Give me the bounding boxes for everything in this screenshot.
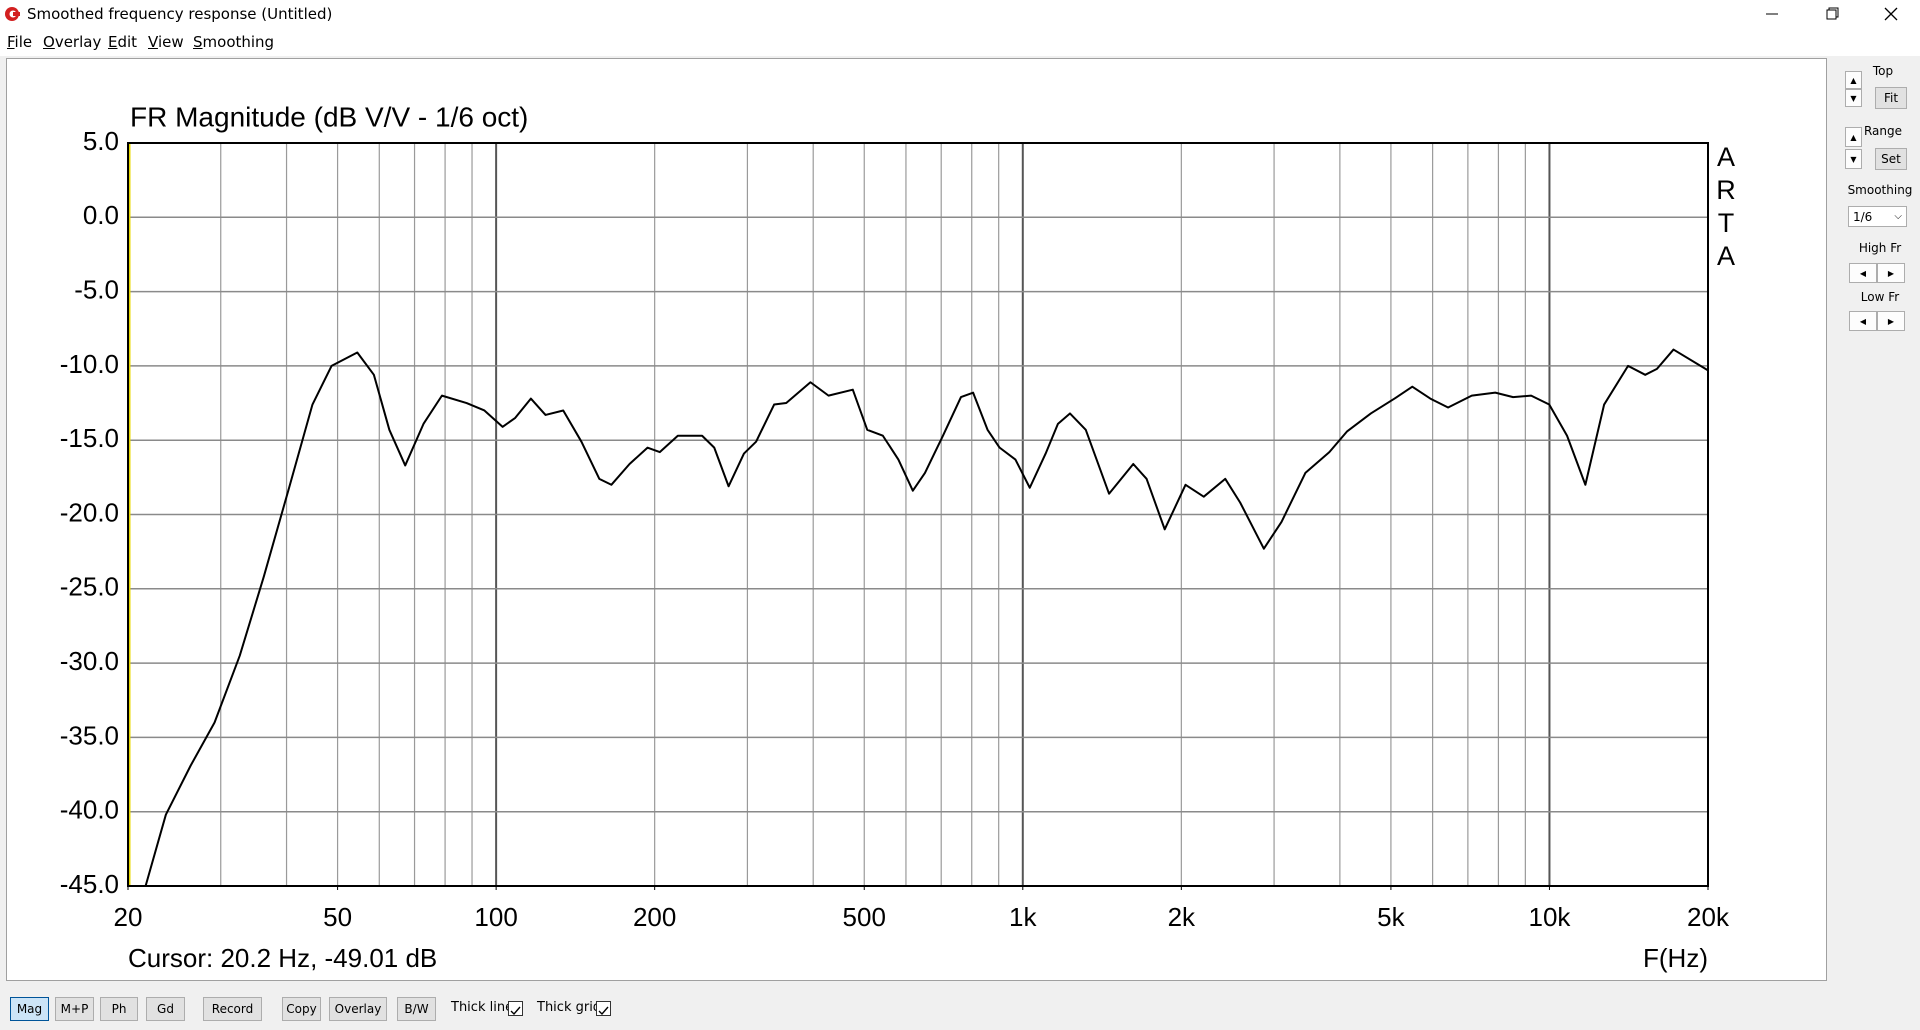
- title-bar: Smoothed frequency response (Untitled): [0, 0, 1920, 28]
- toolbar-button[interactable]: Gd: [146, 997, 185, 1021]
- arrow-left[interactable]: ◀: [1849, 311, 1877, 331]
- toolbar-button[interactable]: B/W: [397, 997, 436, 1021]
- toolbar-button[interactable]: Copy: [282, 997, 321, 1021]
- x-tick-label: 10k: [1528, 902, 1571, 932]
- label: Smoothing: [1847, 183, 1913, 197]
- chart: FR Magnitude (dB V/V - 1/6 oct) Cursor: …: [60, 101, 1730, 973]
- x-tick-label: 1k: [1009, 902, 1037, 932]
- toolbar-button[interactable]: Record: [203, 997, 262, 1021]
- label: Top: [1872, 64, 1894, 78]
- cursor-readout: Cursor: 20.2 Hz, -49.01 dB: [128, 943, 437, 973]
- fit-button[interactable]: Fit: [1875, 87, 1907, 109]
- y-tick-label: -20.0: [60, 497, 119, 527]
- arrow-right[interactable]: ▶: [1877, 311, 1905, 331]
- select-value: 1/6: [1853, 209, 1873, 224]
- x-tick-label: 500: [843, 902, 886, 932]
- spin-up[interactable]: ▲: [1845, 71, 1862, 89]
- y-tick-label: -10.0: [60, 349, 119, 379]
- x-tick-label: 5k: [1377, 902, 1405, 932]
- checkmark: [510, 1006, 521, 1016]
- menu-item[interactable]: Smoothing: [193, 33, 275, 51]
- y-tick-label: -25.0: [60, 572, 119, 602]
- y-tick-label: 5.0: [83, 126, 119, 156]
- toolbar-button[interactable]: M+P: [55, 997, 94, 1021]
- x-tick-label: 100: [474, 902, 517, 932]
- arrow-right[interactable]: ▶: [1877, 263, 1905, 283]
- x-tick-label: 50: [323, 902, 352, 932]
- y-tick-label: -40.0: [60, 795, 119, 825]
- x-tick-label: 2k: [1168, 902, 1196, 932]
- label: High Fr: [1858, 241, 1902, 255]
- window-title: Smoothed frequency response (Untitled): [27, 5, 333, 23]
- window-controls[interactable]: [1750, 0, 1920, 28]
- menu-bar: File Overlay Edit View Smoothing: [0, 28, 1920, 56]
- x-axis-label: F(Hz): [1643, 943, 1708, 973]
- plot-panel: FR Magnitude (dB V/V - 1/6 oct) Cursor: …: [6, 58, 1827, 981]
- y-tick-label: 0.0: [83, 200, 119, 230]
- checkmark: [598, 1006, 609, 1016]
- spin-down[interactable]: ▼: [1845, 89, 1862, 107]
- checkbox-label: Thick line: [451, 1000, 514, 1015]
- label: Low Fr: [1860, 290, 1900, 304]
- side-panel: Top ▲ ▼ Fit Range ▲ ▼ Set Smoothing 1/6 ⌵…: [1828, 58, 1920, 988]
- checkbox-label: Thick grid: [537, 1000, 602, 1015]
- x-tick-label: 20k: [1687, 902, 1730, 932]
- menu-item[interactable]: Edit: [108, 33, 138, 51]
- response-curve: [144, 348, 1709, 887]
- menu-item[interactable]: File: [7, 33, 33, 51]
- x-tick-label: 200: [633, 902, 676, 932]
- y-tick-label: -35.0: [60, 720, 119, 750]
- menu-item[interactable]: Overlay: [43, 33, 102, 51]
- arrow-left[interactable]: ◀: [1849, 263, 1877, 283]
- brand: ARTA: [1711, 142, 1741, 274]
- spin-up[interactable]: ▲: [1845, 127, 1862, 147]
- y-tick-label: -45.0: [60, 869, 119, 899]
- toolbar: Mag M+P Ph Gd Record Copy Overlay B/W Thick line…: [0, 982, 1920, 1030]
- chart-title: FR Magnitude (dB V/V - 1/6 oct): [130, 101, 528, 132]
- set-button[interactable]: Set: [1875, 148, 1907, 170]
- smoothing-select[interactable]: 1/6 ⌵: [1848, 206, 1907, 227]
- app-icon: [5, 7, 20, 21]
- toolbar-button[interactable]: Overlay: [329, 997, 387, 1021]
- label: Range: [1863, 124, 1903, 138]
- x-tick-label: 20: [114, 902, 143, 932]
- toolbar-button[interactable]: Mag: [10, 997, 49, 1021]
- menu-item[interactable]: View: [148, 33, 184, 51]
- y-tick-label: -15.0: [60, 423, 119, 453]
- y-tick-label: -5.0: [74, 274, 119, 304]
- toolbar-button[interactable]: Ph: [100, 997, 138, 1021]
- checkbox[interactable]: [596, 1001, 611, 1016]
- spin-down[interactable]: ▼: [1845, 149, 1862, 169]
- checkbox[interactable]: [508, 1001, 523, 1016]
- y-tick-label: -30.0: [60, 646, 119, 676]
- plot-frame: [127, 142, 1709, 887]
